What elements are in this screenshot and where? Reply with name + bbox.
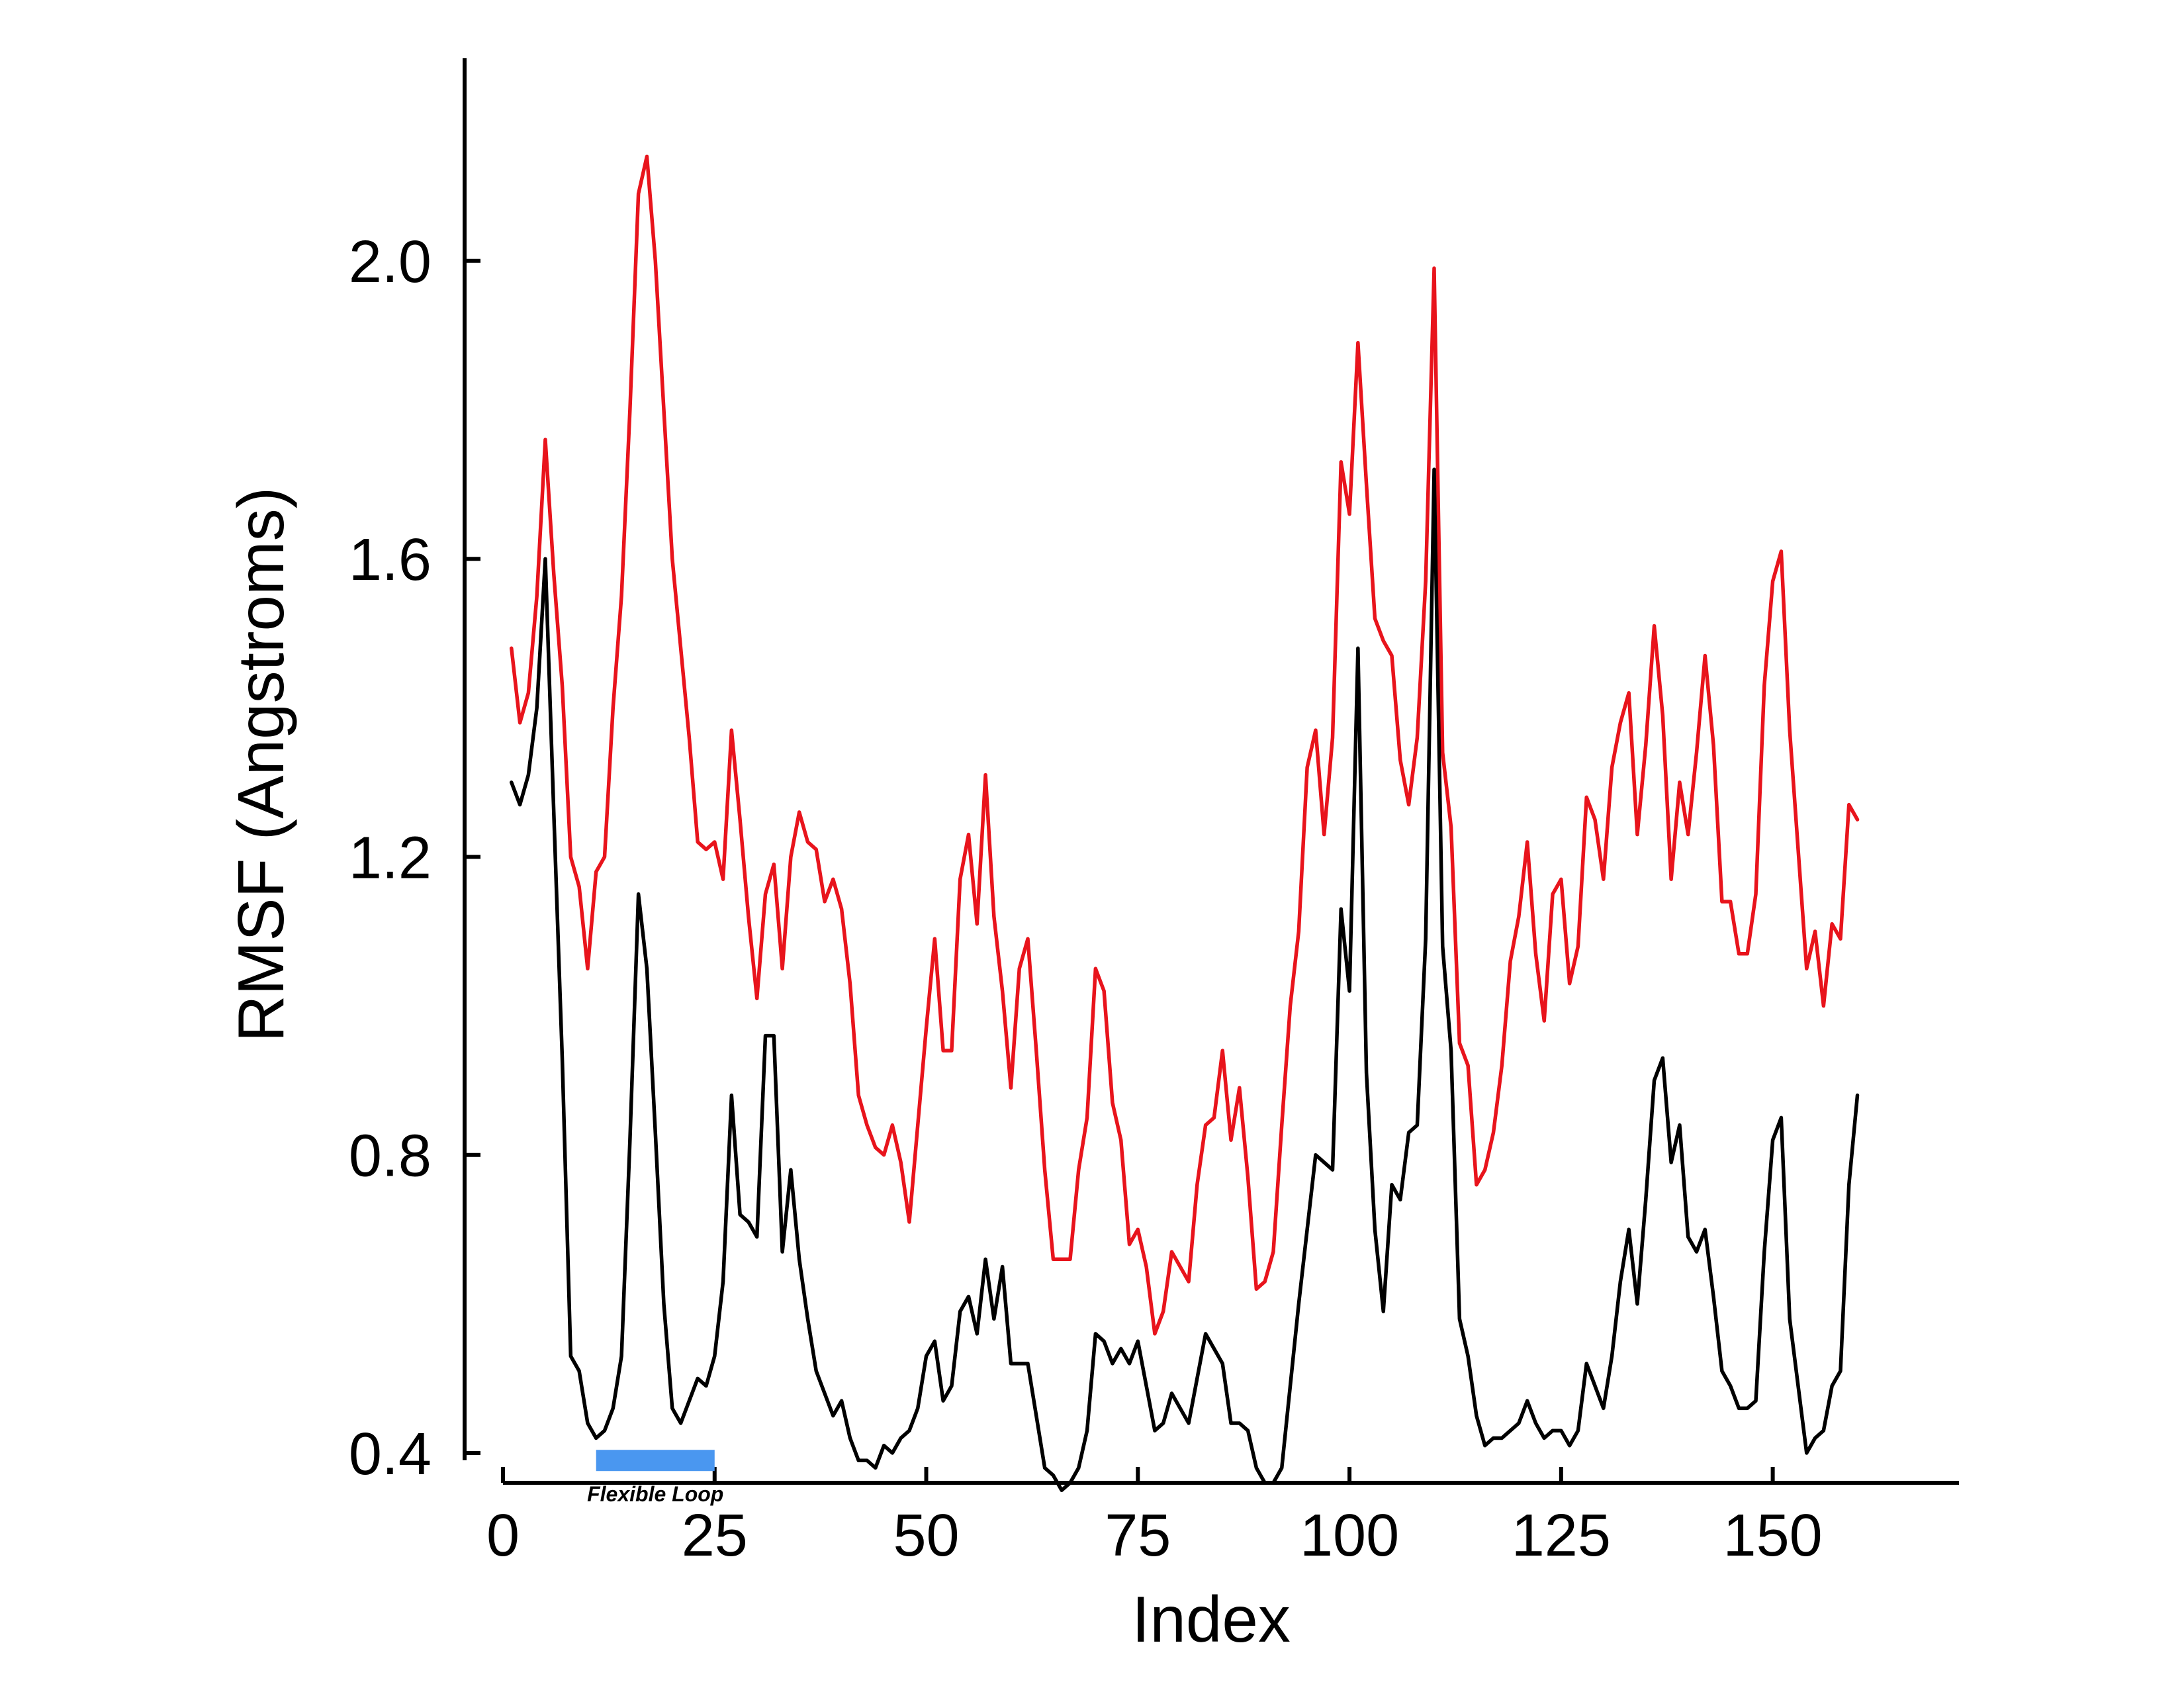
x-axis-title: Index [1132,1583,1291,1656]
x-tick-label: 100 [1300,1503,1399,1569]
x-tick-label: 125 [1512,1503,1611,1569]
x-tick-label: 0 [486,1503,520,1569]
y-tick-label: 1.2 [349,825,432,891]
x-tick-label: 75 [1105,1503,1171,1569]
axes [463,58,1959,1485]
series-line-2 [510,467,1860,1493]
ticks: 0.4 0.8 1.2 1.6 2.0 0 25 50 75 100 125 150 [349,229,1823,1569]
series-layer [510,154,1860,1493]
flexible-loop-label: Flexible Loop [587,1482,723,1506]
x-tick-label: 50 [893,1503,959,1569]
annotation-layer: Flexible Loop [587,1450,723,1506]
flexible-loop-bar [596,1450,715,1472]
y-tick-label: 2.0 [349,229,432,295]
y-tick-label: 0.4 [349,1421,432,1487]
x-tick-label: 25 [682,1503,748,1569]
y-tick-label: 1.6 [349,527,432,593]
series-line-1 [510,154,1860,1336]
y-tick-label: 0.8 [349,1123,432,1190]
y-axis-title: RMSF (Angstroms) [224,487,297,1043]
x-tick-label: 150 [1723,1503,1823,1569]
